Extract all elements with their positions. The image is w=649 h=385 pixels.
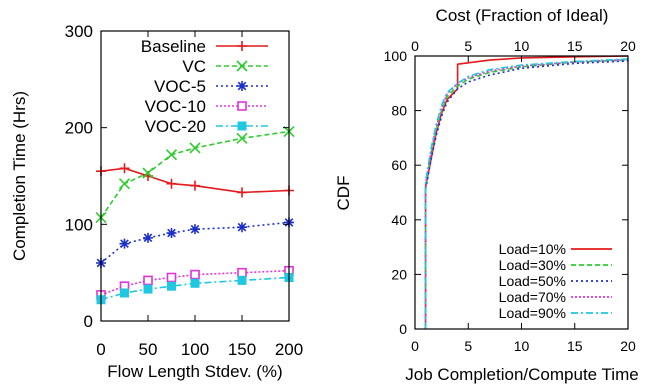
data-point-voc-10 xyxy=(166,272,177,283)
legend-marker-voc-10 xyxy=(237,101,247,111)
y-tick-label: 200 xyxy=(65,119,93,138)
x2-tick-label: 10 xyxy=(514,38,530,54)
y-tick-label: 40 xyxy=(391,212,407,228)
data-point-voc-5 xyxy=(119,238,130,249)
left-y-axis-label: Completion Time (Hrs) xyxy=(10,91,29,261)
y-tick-label: 20 xyxy=(391,266,407,282)
series-line-vc xyxy=(100,130,290,219)
y-tick-label: 100 xyxy=(65,215,93,234)
legend-label-load30: Load=30% xyxy=(499,257,566,273)
x-tick-label: 5 xyxy=(464,338,472,354)
y-tick-label: 80 xyxy=(391,103,407,119)
data-point-baseline xyxy=(237,187,247,198)
data-point-voc-10 xyxy=(237,267,247,278)
x2-tick-label: 0 xyxy=(411,38,419,54)
right-legend: Load=10%Load=30%Load=50%Load=70%Load=90% xyxy=(499,241,612,321)
legend-label-load50: Load=50% xyxy=(499,273,566,289)
x-tick-label: 200 xyxy=(275,340,303,359)
legend-marker-voc-20 xyxy=(237,121,247,131)
x-tick-label: 0 xyxy=(411,338,419,354)
x-tick-label: 10 xyxy=(514,338,530,354)
data-point-voc-20 xyxy=(167,281,176,291)
data-point-baseline xyxy=(190,180,200,191)
x-tick-label: 20 xyxy=(620,338,636,354)
legend-marker-voc-5 xyxy=(237,81,247,91)
data-point-vc xyxy=(142,167,154,179)
legend-label-voc-10: VOC-10 xyxy=(145,97,206,116)
y-tick-label: 100 xyxy=(384,48,408,64)
data-point-baseline xyxy=(166,178,177,189)
right-top-axis-label: Cost (Fraction of Ideal) xyxy=(436,6,609,25)
right-series-lines xyxy=(424,55,629,329)
legend-label-load70: Load=70% xyxy=(499,289,566,305)
left-panel: 0 100 200 300 0 50 100 150 200 Completion Time (… xyxy=(10,22,303,381)
x2-tick-label: 5 xyxy=(464,38,472,54)
data-point-voc-5 xyxy=(166,228,177,239)
data-point-voc-5 xyxy=(143,232,153,243)
data-point-voc-20 xyxy=(143,284,153,294)
data-point-vc xyxy=(118,178,131,190)
legend-label-load10: Load=10% xyxy=(499,241,566,257)
x-tick-label: 15 xyxy=(567,338,583,354)
right-x-axis-label: Job Completion/Compute Time xyxy=(405,365,638,384)
data-point-voc-20 xyxy=(120,288,129,298)
x-tick-label: 100 xyxy=(181,340,209,359)
data-point-vc xyxy=(189,142,201,154)
data-point-voc-20 xyxy=(190,278,200,288)
y-tick-label: 300 xyxy=(65,22,93,41)
data-point-voc-10 xyxy=(143,275,153,286)
data-point-voc-10 xyxy=(190,269,200,280)
legend-marker-baseline xyxy=(237,41,247,51)
x-tick-label: 150 xyxy=(228,340,256,359)
x2-tick-label: 20 xyxy=(620,38,636,54)
legend-marker-vc xyxy=(236,60,248,72)
x-tick-label: 50 xyxy=(139,340,158,359)
y-tick-label: 0 xyxy=(399,321,407,337)
left-series-markers xyxy=(95,125,295,305)
data-point-baseline xyxy=(119,163,130,174)
y-tick-label: 60 xyxy=(391,157,407,173)
data-point-voc-5 xyxy=(190,224,200,235)
cdf-line-load90 xyxy=(424,58,629,329)
x-tick-label: 0 xyxy=(96,340,105,359)
legend-label-baseline: Baseline xyxy=(141,37,206,56)
legend-label-vc: VC xyxy=(182,57,206,76)
legend-label-load90: Load=90% xyxy=(499,305,566,321)
data-point-vc xyxy=(236,132,248,144)
data-point-voc-20 xyxy=(237,275,247,285)
cdf-line-load10 xyxy=(424,55,629,329)
left-x-axis-label: Flow Length Stdev. (%) xyxy=(107,362,282,381)
left-ticks: 0 100 200 300 0 50 100 150 200 xyxy=(65,22,304,359)
x2-tick-label: 15 xyxy=(567,38,583,54)
right-y-axis-label: CDF xyxy=(334,176,353,211)
y-tick-label: 0 xyxy=(84,312,93,331)
legend-label-voc-5: VOC-5 xyxy=(154,77,206,96)
data-point-vc xyxy=(165,149,178,161)
legend-label-voc-20: VOC-20 xyxy=(145,117,206,136)
data-point-voc-5 xyxy=(237,222,247,233)
